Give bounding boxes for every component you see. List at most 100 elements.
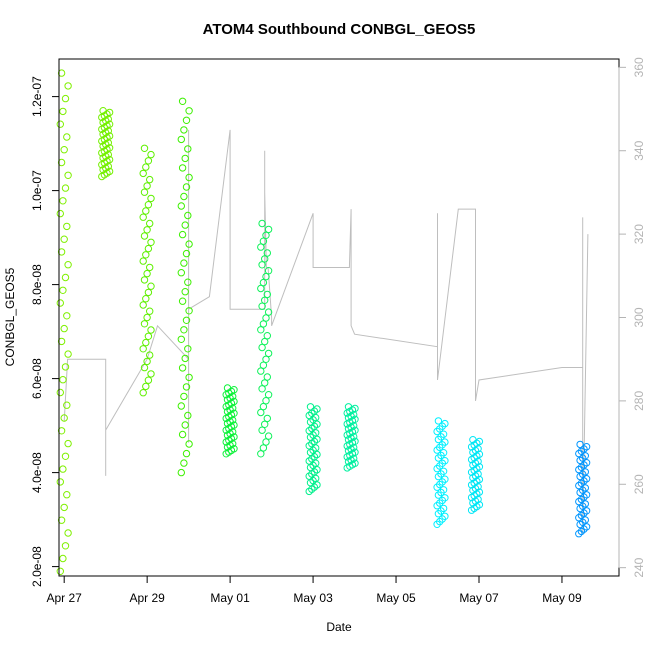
data-point [185, 107, 193, 115]
data-point [259, 444, 268, 452]
data-point [577, 495, 586, 504]
data-point [182, 249, 191, 258]
data-point [257, 284, 265, 293]
data-point [60, 414, 68, 422]
data-point [140, 232, 149, 240]
data-point [147, 282, 155, 290]
data-point [580, 493, 588, 501]
data-point [577, 447, 586, 455]
data-point [178, 164, 187, 172]
data-point [577, 527, 586, 536]
x-axis: Apr 27 Apr 29 May 01 May 03 May 05 May 07 May … [47, 575, 582, 605]
data-point [580, 461, 588, 469]
data-point [259, 320, 268, 328]
data-point [261, 255, 269, 263]
data-point [64, 529, 72, 537]
data-point [438, 422, 446, 430]
data-point [142, 382, 150, 391]
data-point [259, 361, 268, 369]
data-point [178, 297, 187, 305]
data-point [257, 450, 265, 458]
data-point [177, 269, 186, 277]
data-point [144, 201, 153, 209]
data-point [64, 439, 72, 448]
data-point [139, 257, 147, 265]
data-point [60, 235, 68, 243]
y-tick-label: 1.2e-07 [30, 76, 44, 117]
x-tick-label: May 01 [210, 591, 250, 605]
data-point [181, 354, 189, 363]
data-point [64, 82, 72, 90]
data-point [59, 197, 67, 205]
x-tick-label: Apr 29 [129, 591, 165, 605]
data-point [61, 542, 70, 550]
y2-tick-label: 340 [632, 140, 646, 160]
data-point [139, 389, 147, 397]
data-point [143, 269, 151, 278]
data-point [581, 452, 589, 460]
data-point [140, 276, 149, 284]
data-point [579, 518, 587, 526]
data-point [258, 426, 266, 434]
y2-tick-label: 240 [632, 557, 646, 577]
data-point [575, 530, 583, 538]
data-point [181, 154, 189, 163]
data-point [64, 350, 72, 358]
x-tick-label: May 07 [459, 591, 499, 605]
data-point [264, 432, 273, 440]
data-point [184, 345, 192, 353]
data-point [261, 379, 269, 387]
data-point [577, 479, 586, 487]
data-point [257, 326, 265, 334]
data-point [59, 107, 67, 116]
data-point [142, 251, 150, 259]
data-point [180, 392, 188, 401]
data-point [177, 135, 186, 144]
y-tick-label: 6.0e-08 [30, 358, 44, 399]
data-point [261, 296, 269, 304]
data-point [144, 332, 153, 340]
data-point [580, 477, 588, 485]
data-point [61, 94, 70, 103]
data-point [259, 237, 268, 245]
data-point [438, 496, 446, 505]
data-point [263, 332, 271, 340]
y2-tick-label: 360 [632, 57, 646, 77]
data-point [56, 120, 64, 128]
data-point [582, 523, 591, 531]
data-point [263, 414, 271, 423]
data-point [181, 221, 189, 229]
data-point [147, 370, 155, 378]
data-point [59, 376, 67, 384]
data-point [434, 454, 443, 462]
data-point [262, 355, 270, 363]
data-point [146, 351, 154, 359]
data-point [475, 450, 484, 458]
data-point [262, 231, 270, 240]
data-point [433, 502, 441, 510]
data-point [139, 345, 147, 353]
data-point [575, 449, 583, 458]
data-point [182, 116, 191, 125]
data-point [263, 290, 271, 299]
data-point [258, 343, 266, 352]
data-point [57, 337, 66, 346]
data-point [261, 420, 269, 428]
data-point [63, 312, 71, 320]
data-point [579, 454, 587, 462]
data-point [181, 421, 189, 429]
data-point [178, 430, 187, 439]
data-point [177, 202, 186, 210]
data-point [263, 249, 271, 257]
data-point [56, 567, 64, 575]
data-point [306, 403, 315, 411]
data-point [184, 278, 192, 286]
data-point [257, 367, 265, 375]
x-tick-label: May 05 [376, 591, 416, 605]
data-point [264, 267, 273, 275]
data-point [57, 69, 66, 77]
data-point [433, 464, 441, 473]
points-layer [56, 69, 591, 575]
secondary-series-layer [63, 129, 589, 535]
